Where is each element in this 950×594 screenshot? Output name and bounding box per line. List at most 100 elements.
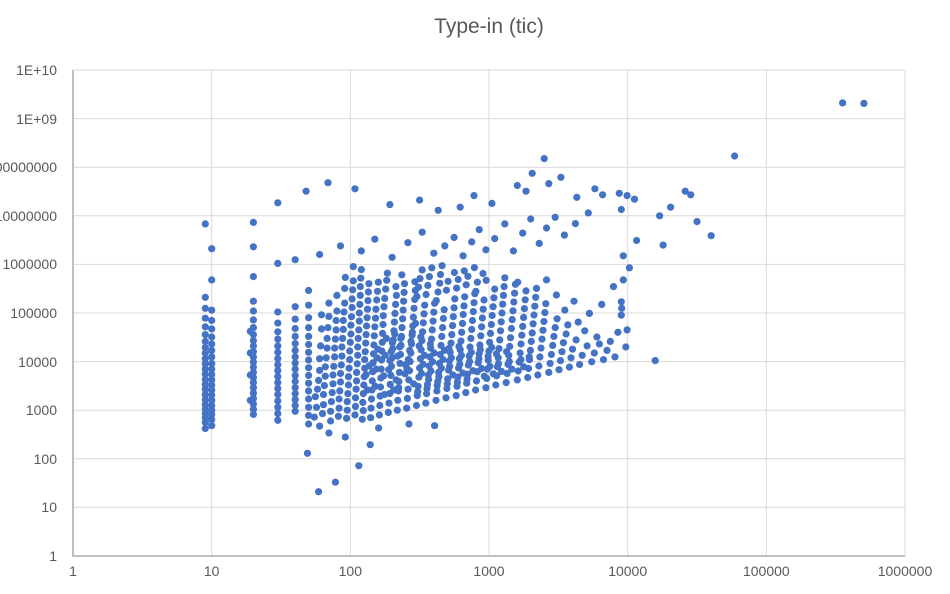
data-point[interactable]	[630, 195, 639, 203]
data-point[interactable]	[568, 345, 577, 353]
data-point[interactable]	[404, 356, 412, 364]
data-point[interactable]	[208, 333, 216, 341]
data-point[interactable]	[305, 411, 313, 419]
data-point[interactable]	[539, 326, 547, 334]
data-point[interactable]	[469, 308, 477, 316]
data-point[interactable]	[367, 395, 376, 403]
data-point[interactable]	[355, 462, 363, 470]
data-point[interactable]	[445, 345, 453, 353]
data-point[interactable]	[510, 298, 518, 306]
data-point[interactable]	[393, 352, 402, 360]
data-point[interactable]	[482, 384, 490, 392]
data-point[interactable]	[274, 335, 282, 343]
data-point[interactable]	[567, 354, 575, 362]
data-point[interactable]	[208, 396, 216, 404]
data-point[interactable]	[249, 297, 257, 305]
data-point[interactable]	[274, 361, 282, 369]
data-point[interactable]	[249, 368, 257, 376]
data-point[interactable]	[208, 401, 216, 410]
data-point[interactable]	[526, 346, 535, 354]
data-point[interactable]	[373, 287, 382, 295]
data-point[interactable]	[391, 309, 399, 317]
data-point[interactable]	[377, 365, 385, 373]
data-point[interactable]	[274, 328, 282, 336]
data-point[interactable]	[552, 291, 561, 299]
data-point[interactable]	[341, 284, 349, 292]
data-point[interactable]	[530, 311, 538, 319]
data-point[interactable]	[208, 416, 216, 424]
data-point[interactable]	[274, 373, 282, 381]
data-point[interactable]	[436, 270, 445, 279]
data-point[interactable]	[506, 334, 515, 342]
data-point[interactable]	[839, 99, 847, 107]
data-point[interactable]	[542, 224, 551, 232]
data-point[interactable]	[416, 275, 424, 283]
data-point[interactable]	[291, 303, 299, 311]
data-point[interactable]	[470, 264, 478, 272]
data-point[interactable]	[450, 304, 458, 312]
data-point[interactable]	[534, 371, 542, 379]
data-point[interactable]	[444, 277, 452, 285]
data-point[interactable]	[346, 347, 354, 355]
data-point[interactable]	[310, 413, 318, 421]
data-point[interactable]	[434, 206, 442, 214]
data-point[interactable]	[520, 313, 528, 321]
data-point[interactable]	[323, 334, 331, 342]
data-point[interactable]	[311, 393, 319, 401]
data-point[interactable]	[201, 365, 209, 373]
data-point[interactable]	[432, 297, 440, 305]
data-point[interactable]	[508, 365, 516, 373]
data-point[interactable]	[398, 271, 406, 279]
data-point[interactable]	[583, 342, 591, 350]
data-point[interactable]	[346, 356, 354, 364]
data-point[interactable]	[403, 364, 411, 373]
data-point[interactable]	[571, 220, 580, 228]
data-point[interactable]	[208, 306, 216, 314]
data-point[interactable]	[395, 368, 403, 376]
data-point[interactable]	[576, 360, 584, 369]
data-point[interactable]	[457, 351, 465, 359]
data-point[interactable]	[362, 339, 370, 347]
data-point[interactable]	[451, 295, 459, 303]
data-point[interactable]	[395, 384, 403, 392]
data-point[interactable]	[362, 331, 370, 339]
data-point[interactable]	[731, 152, 739, 160]
data-point[interactable]	[399, 315, 407, 323]
data-point[interactable]	[619, 252, 627, 260]
data-point[interactable]	[420, 351, 428, 359]
data-point[interactable]	[249, 389, 257, 397]
data-point[interactable]	[480, 296, 488, 304]
data-point[interactable]	[507, 324, 515, 333]
data-point[interactable]	[249, 273, 257, 281]
data-point[interactable]	[201, 401, 209, 409]
data-point[interactable]	[390, 318, 398, 326]
data-point[interactable]	[521, 296, 529, 304]
data-point[interactable]	[249, 218, 257, 226]
data-point[interactable]	[353, 368, 361, 376]
data-point[interactable]	[503, 369, 511, 378]
data-point[interactable]	[339, 316, 347, 325]
data-point[interactable]	[249, 384, 257, 392]
data-point[interactable]	[488, 343, 496, 352]
data-point[interactable]	[573, 193, 581, 201]
data-point[interactable]	[201, 220, 209, 228]
data-point[interactable]	[449, 313, 457, 321]
data-point[interactable]	[542, 300, 550, 308]
data-point[interactable]	[517, 340, 525, 348]
data-point[interactable]	[570, 297, 578, 305]
data-point[interactable]	[540, 155, 548, 163]
data-point[interactable]	[488, 311, 496, 320]
data-point[interactable]	[291, 359, 299, 367]
data-point[interactable]	[438, 332, 446, 340]
data-point[interactable]	[379, 320, 387, 329]
data-point[interactable]	[316, 250, 324, 259]
data-point[interactable]	[424, 281, 432, 289]
data-point[interactable]	[341, 273, 349, 281]
data-point[interactable]	[415, 342, 423, 350]
data-point[interactable]	[383, 269, 391, 277]
data-point[interactable]	[348, 303, 356, 312]
data-point[interactable]	[372, 305, 380, 313]
data-point[interactable]	[329, 380, 337, 388]
data-point[interactable]	[379, 329, 387, 337]
data-point[interactable]	[470, 192, 478, 200]
